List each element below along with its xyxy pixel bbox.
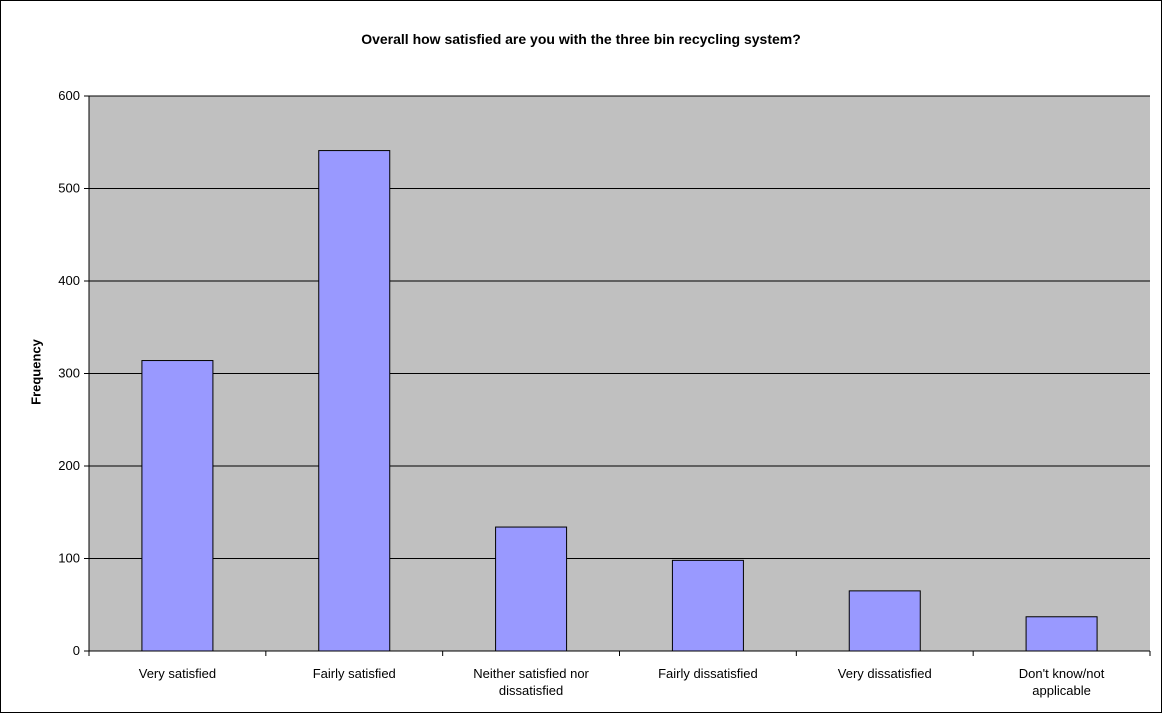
y-tick-label: 500 bbox=[58, 181, 80, 196]
bar bbox=[848, 590, 921, 652]
bar bbox=[141, 360, 214, 652]
x-tick-label: Neither satisfied nor dissatisfied bbox=[473, 666, 589, 698]
y-tick-label: 200 bbox=[58, 458, 80, 473]
x-tick-label: Very satisfied bbox=[139, 666, 216, 681]
y-tick-label: 600 bbox=[58, 88, 80, 103]
bar bbox=[1025, 616, 1098, 652]
x-tick-label: Fairly dissatisfied bbox=[658, 666, 758, 681]
bar bbox=[495, 526, 568, 652]
bar bbox=[671, 559, 744, 652]
bar bbox=[318, 150, 391, 652]
x-tick-label: Don't know/not applicable bbox=[1019, 666, 1105, 698]
chart-title: Overall how satisfied are you with the t… bbox=[361, 31, 801, 47]
y-tick-label: 100 bbox=[58, 551, 80, 566]
y-tick-label: 300 bbox=[58, 366, 80, 381]
x-tick-label: Very dissatisfied bbox=[838, 666, 932, 681]
y-tick-label: 400 bbox=[58, 273, 80, 288]
y-tick-label: 0 bbox=[73, 643, 80, 658]
x-tick-label: Fairly satisfied bbox=[313, 666, 396, 681]
